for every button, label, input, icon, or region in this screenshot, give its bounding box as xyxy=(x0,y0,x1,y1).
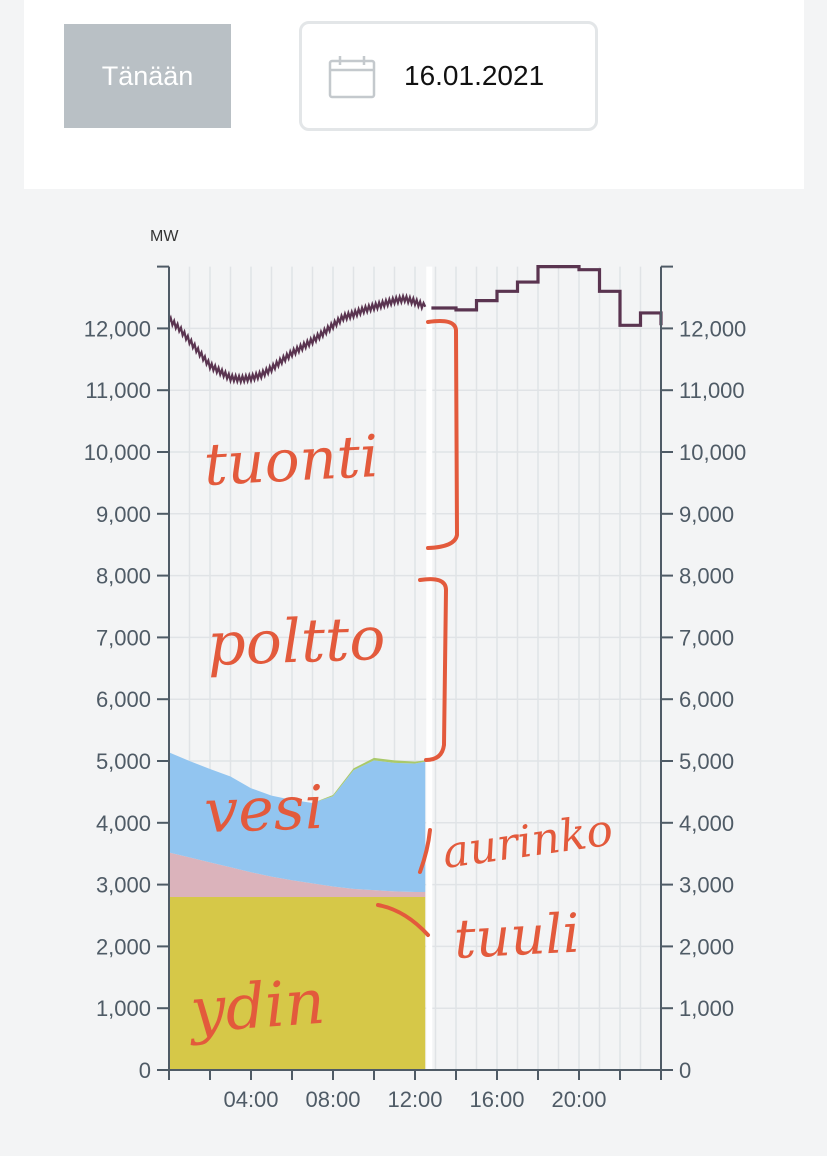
areas xyxy=(169,266,433,1071)
axes: 0 0 1,000 1,000 2,000 2,000 3,000 3,000 4,000 4,0… xyxy=(84,265,746,1112)
y-tick-label-right: 9,000 xyxy=(679,502,734,527)
y-tick-label-right: 7,000 xyxy=(679,625,734,650)
top-panel: Tänään 16.01.2021 xyxy=(24,0,804,189)
y-tick-label-left: 6,000 xyxy=(96,687,151,712)
pointer-tuuli xyxy=(376,903,430,937)
annotation-tuuli: tuuli xyxy=(452,901,581,970)
y-tick-label-left: 8,000 xyxy=(96,564,151,589)
annotation-poltto: poltto xyxy=(206,604,386,680)
bracket-poltto xyxy=(418,577,448,762)
calendar-icon xyxy=(328,56,376,99)
y-tick-label-right: 1,000 xyxy=(679,996,734,1021)
y-tick-label-left: 10,000 xyxy=(84,440,151,465)
area-nuclear xyxy=(169,896,426,1070)
x-tick-label: 16:00 xyxy=(469,1087,524,1112)
now-gap xyxy=(426,266,433,1071)
y-tick-label-right: 12,000 xyxy=(679,316,746,341)
y-tick-label-right: 6,000 xyxy=(679,687,734,712)
annotation-tuonti: tuonti xyxy=(202,422,380,499)
y-tick-label-right: 2,000 xyxy=(679,934,734,959)
area-other xyxy=(169,852,426,897)
forecast-line xyxy=(431,265,663,327)
annotation-ydin: ydin xyxy=(185,965,327,1047)
unit-label: MW xyxy=(150,228,179,245)
x-tick-label: 20:00 xyxy=(551,1087,606,1112)
date-picker[interactable]: 16.01.2021 xyxy=(299,21,598,131)
lines xyxy=(167,265,663,386)
x-tick-label: 04:00 xyxy=(223,1087,278,1112)
bracket-tuonti xyxy=(426,319,459,550)
annotation-aurinko: aurinko xyxy=(439,805,616,879)
y-tick-label-right: 11,000 xyxy=(679,378,745,403)
y-tick-label-left: 2,000 xyxy=(96,934,151,959)
y-tick-label-right: 0 xyxy=(679,1058,691,1083)
annotation-vesi: vesi xyxy=(203,773,325,847)
y-tick-label-left: 11,000 xyxy=(85,378,151,403)
y-tick-label-left: 5,000 xyxy=(96,749,151,774)
x-tick-label: 12:00 xyxy=(387,1087,442,1112)
area-small xyxy=(169,752,426,804)
y-tick-label-left: 12,000 xyxy=(84,316,151,341)
x-tick-label: 08:00 xyxy=(305,1087,360,1112)
consumption-line xyxy=(167,292,427,386)
y-tick-label-left: 7,000 xyxy=(96,625,151,650)
y-tick-label-right: 8,000 xyxy=(679,564,734,589)
area-hydro xyxy=(169,752,426,893)
y-tick-label-right: 3,000 xyxy=(679,873,734,898)
y-tick-label-right: 4,000 xyxy=(679,811,734,836)
y-tick-label-left: 4,000 xyxy=(96,811,151,836)
y-tick-label-left: 1,000 xyxy=(96,996,151,1021)
y-tick-label-left: 3,000 xyxy=(96,873,151,898)
today-button[interactable]: Tänään xyxy=(64,24,231,128)
y-tick-label-right: 10,000 xyxy=(679,440,746,465)
y-tick-label-left: 9,000 xyxy=(96,502,151,527)
date-value: 16.01.2021 xyxy=(404,60,545,91)
y-tick-label-right: 5,000 xyxy=(679,749,734,774)
handwritten-annotations: tuonti poltto vesi aurinko tuuli ydin xyxy=(185,319,616,1047)
y-tick-label-left: 0 xyxy=(139,1058,151,1083)
pointer-aurinko xyxy=(418,828,432,874)
